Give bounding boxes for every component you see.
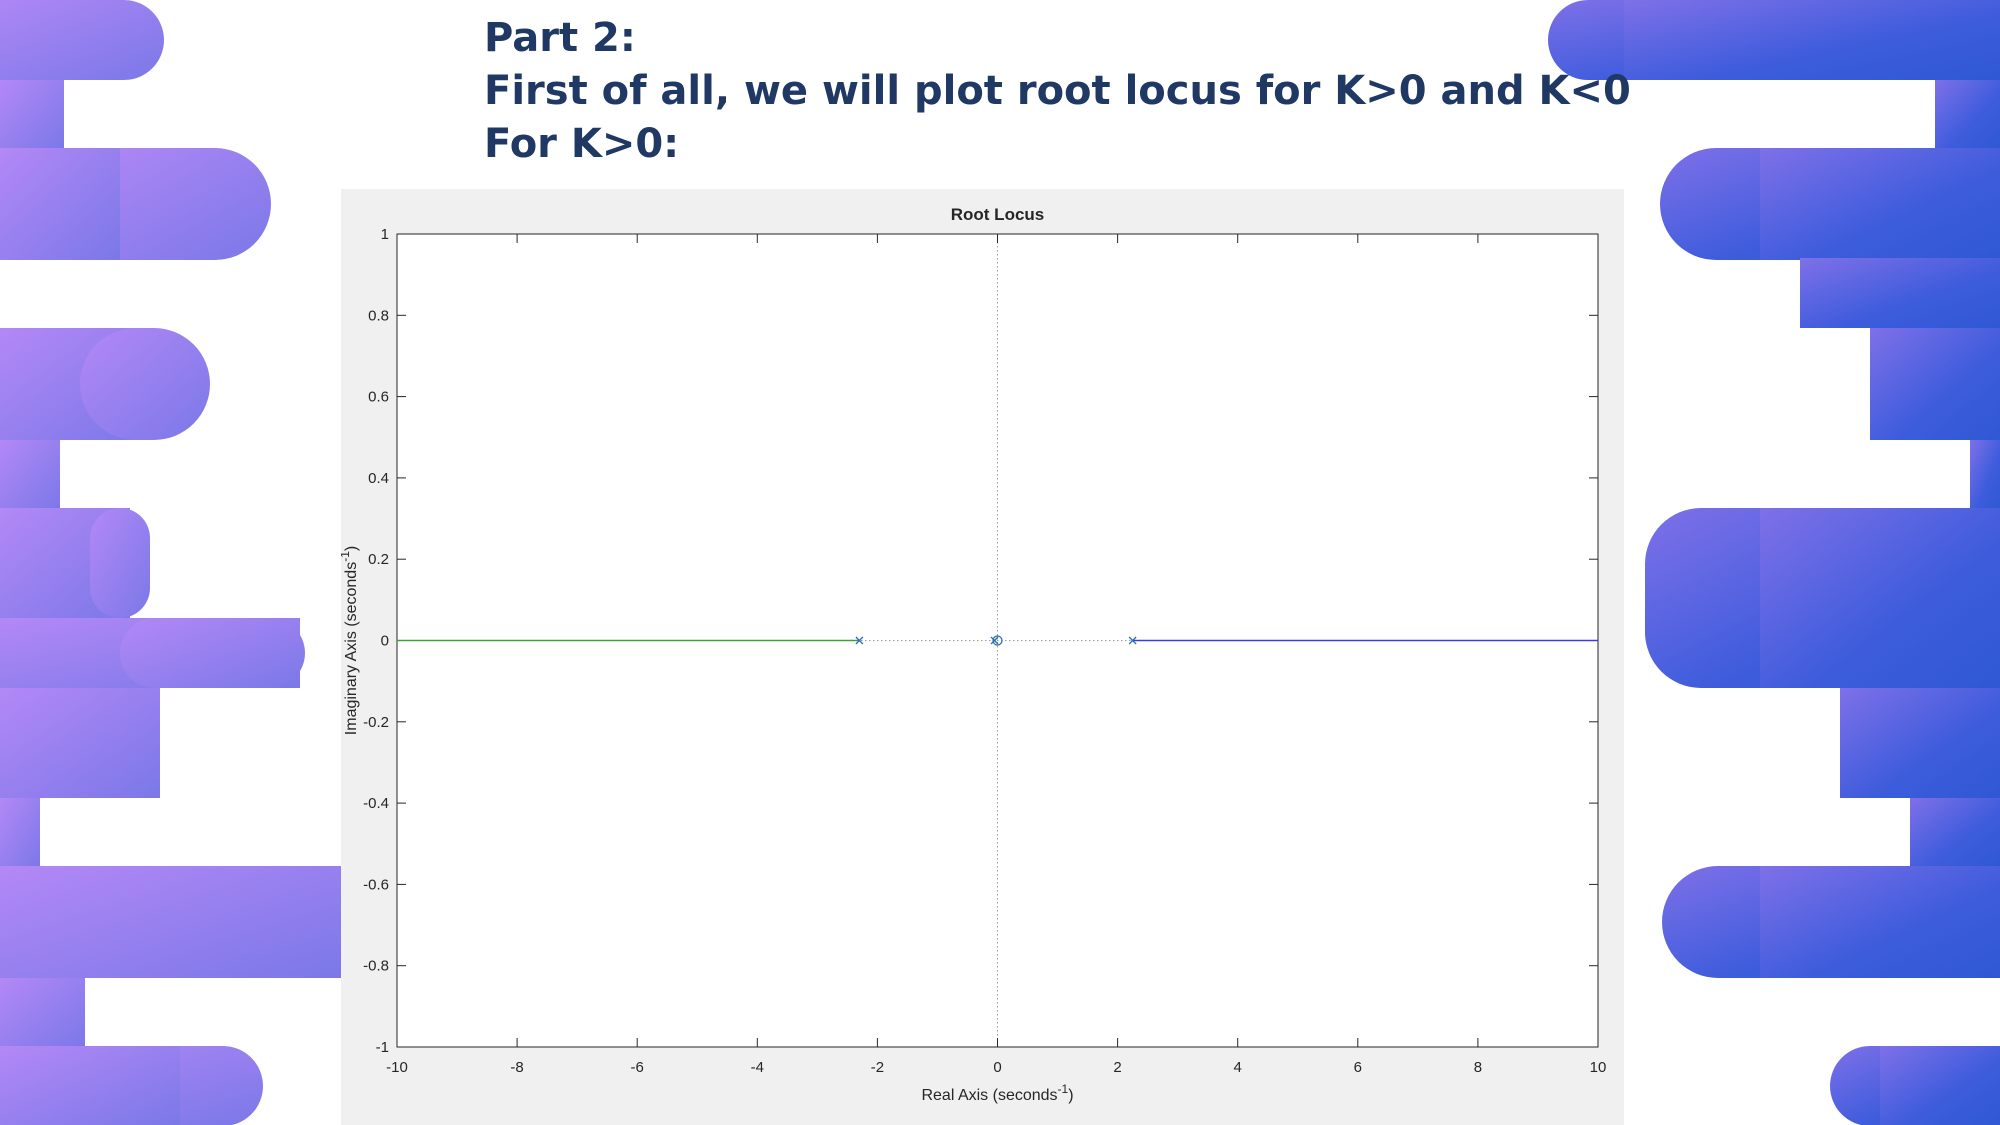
x-axis-label-sup: -1 bbox=[1058, 1082, 1069, 1096]
heading-line-3: For K>0: bbox=[484, 121, 680, 167]
y-tick-label: 0.8 bbox=[368, 307, 389, 324]
y-tick-label: -0.2 bbox=[363, 714, 389, 731]
pole-marker bbox=[855, 636, 864, 645]
right-decorative-blobs bbox=[1548, 0, 2000, 1125]
pole-stroke bbox=[990, 636, 999, 645]
pole-stroke bbox=[1128, 636, 1137, 645]
y-tick-label: 0 bbox=[381, 633, 389, 650]
y-tick-label: 0.2 bbox=[368, 551, 389, 568]
x-tick-label: -10 bbox=[386, 1059, 408, 1076]
y-tick-label: 1 bbox=[381, 226, 389, 243]
y-tick-label: 0.4 bbox=[368, 470, 389, 487]
x-tick-label: -4 bbox=[751, 1059, 764, 1076]
x-tick-label: -8 bbox=[510, 1059, 523, 1076]
x-tick-label: -6 bbox=[631, 1059, 644, 1076]
pole-stroke bbox=[855, 636, 864, 645]
y-tick-label: 0.6 bbox=[368, 389, 389, 406]
heading-line-2: First of all, we will plot root locus fo… bbox=[484, 68, 1631, 114]
x-tick-label: 6 bbox=[1354, 1059, 1362, 1076]
pole-zero-markers bbox=[855, 635, 1137, 646]
x-tick-label: 4 bbox=[1234, 1059, 1242, 1076]
y-tick-label: -0.4 bbox=[363, 795, 389, 812]
x-tick-label: 2 bbox=[1113, 1059, 1121, 1076]
axis-ticks: -10 -8 -6 -4 -2 0 2 4 6 8 10 -1 -0.8 -0.6 -0.4 -0.2 0 0.2… bbox=[363, 226, 1606, 1076]
y-axis-label-sup: -1 bbox=[341, 551, 352, 562]
y-tick-label: -0.6 bbox=[363, 876, 389, 893]
x-axis-label: Real Axis (seconds-1) bbox=[921, 1082, 1073, 1104]
y-axis-label-tail: ) bbox=[343, 546, 360, 551]
x-tick-label: 0 bbox=[993, 1059, 1001, 1076]
root-locus-plot: -10 -8 -6 -4 -2 0 2 4 6 8 10 -1 -0.8 -0.6 -0.4 -0.2 0 0.2… bbox=[341, 205, 1606, 1104]
zero-marker bbox=[992, 635, 1003, 646]
x-axis-label-tail: ) bbox=[1068, 1087, 1073, 1104]
matlab-figure-panel: -10 -8 -6 -4 -2 0 2 4 6 8 10 -1 -0.8 -0.6 -0.4 -0.2 0 0.2… bbox=[341, 189, 1624, 1125]
pole-marker bbox=[990, 636, 999, 645]
x-tick-label: 8 bbox=[1474, 1059, 1482, 1076]
heading-line-1: Part 2: bbox=[484, 15, 636, 61]
y-tick-label: -0.8 bbox=[363, 958, 389, 975]
x-tick-label: 10 bbox=[1590, 1059, 1607, 1076]
y-axis-label: Imaginary Axis (seconds-1) bbox=[341, 546, 360, 735]
x-tick-label: -2 bbox=[871, 1059, 884, 1076]
y-tick-label: -1 bbox=[376, 1039, 389, 1056]
chart-title: Root Locus bbox=[951, 205, 1045, 224]
pole-marker bbox=[1128, 636, 1137, 645]
slide-heading: Part 2: First of all, we will plot root … bbox=[484, 12, 1631, 171]
y-axis-label-text: Imaginary Axis (seconds bbox=[343, 562, 360, 735]
left-decorative-blobs bbox=[0, 0, 341, 1125]
x-axis-label-text: Real Axis (seconds bbox=[921, 1087, 1057, 1104]
